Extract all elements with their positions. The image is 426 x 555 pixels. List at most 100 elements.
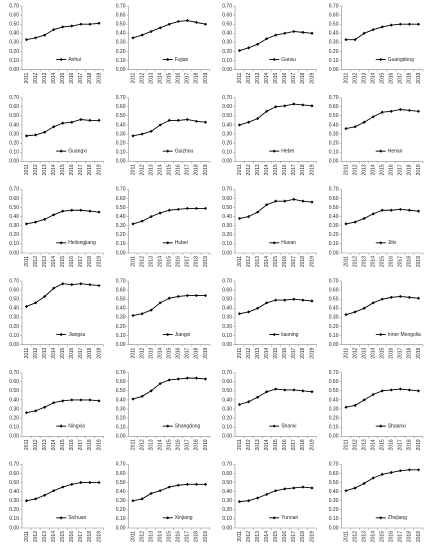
data-point xyxy=(416,468,421,472)
y-tick-label: 0.50 xyxy=(116,388,126,394)
x-tick-label: 2015 xyxy=(60,347,66,358)
y-tick-label: 0.60 xyxy=(116,471,126,477)
y-tick-label: 0.50 xyxy=(9,113,19,119)
data-point xyxy=(237,123,242,127)
y-tick-label: 0.70 xyxy=(329,278,339,284)
x-tick-label: 2013 xyxy=(42,347,48,358)
x-tick-label: 2012 xyxy=(246,164,252,175)
legend-marker xyxy=(166,332,170,337)
y-tick-label: 0.10 xyxy=(9,516,19,522)
legend-marker xyxy=(166,241,170,245)
data-point xyxy=(362,31,366,35)
chart-panel: 0.00 0.10 0.20 0.30 0.40 0.50 0.60 0.70 2011 2012… xyxy=(116,187,211,267)
data-point xyxy=(265,203,269,207)
y-tick-label: 0.30 xyxy=(329,498,339,504)
legend-marker xyxy=(59,57,63,62)
data-point xyxy=(265,492,269,496)
data-point xyxy=(176,377,180,381)
data-point xyxy=(79,208,83,212)
data-point xyxy=(185,293,189,298)
y-tick-label: 0.50 xyxy=(116,205,126,211)
x-tick-label: 2015 xyxy=(380,347,386,358)
y-tick-label: 0.70 xyxy=(222,3,232,9)
y-tick-label: 0.30 xyxy=(222,498,232,504)
data-point xyxy=(43,405,47,409)
y-tick-label: 0.10 xyxy=(9,150,19,156)
y-tick-label: 0.10 xyxy=(9,425,19,431)
data-point xyxy=(380,389,384,393)
x-tick-label: 2018 xyxy=(300,164,306,175)
data-point xyxy=(194,206,199,211)
y-tick-label: 0.30 xyxy=(222,131,232,137)
data-point xyxy=(194,482,199,486)
y-tick-label: 0.50 xyxy=(9,297,19,303)
data-point xyxy=(246,400,251,404)
y-tick-label: 0.70 xyxy=(116,187,126,193)
y-tick-label: 0.50 xyxy=(329,297,339,303)
data-point xyxy=(353,310,357,314)
y-tick-label: 0.20 xyxy=(329,49,339,55)
y-tick-label: 0.00 xyxy=(116,67,126,73)
x-tick-label: 2017 xyxy=(185,72,191,83)
data-point xyxy=(310,390,314,394)
data-point xyxy=(52,401,56,405)
x-tick-label: 2017 xyxy=(398,72,404,83)
x-tick-label: 2013 xyxy=(361,164,367,175)
x-tick-label: 2017 xyxy=(398,531,404,542)
data-point xyxy=(70,120,74,124)
x-tick-label: 2017 xyxy=(398,164,404,175)
x-tick-label: 2018 xyxy=(87,256,93,267)
data-point xyxy=(371,115,375,119)
y-tick-label: 0.60 xyxy=(222,196,232,202)
data-point xyxy=(167,22,171,26)
data-point xyxy=(149,29,153,34)
x-tick-label: 2016 xyxy=(69,164,75,175)
x-tick-label: 2017 xyxy=(78,164,84,175)
x-tick-label: 2011 xyxy=(130,531,136,542)
legend-marker xyxy=(59,516,63,520)
y-tick-label: 0.20 xyxy=(116,140,126,146)
data-point xyxy=(149,215,153,219)
y-tick-label: 0.10 xyxy=(116,241,126,247)
y-tick-label: 0.60 xyxy=(116,287,126,293)
x-tick-label: 2016 xyxy=(282,164,288,175)
data-point xyxy=(43,217,47,221)
x-tick-label: 2014 xyxy=(371,256,377,267)
x-tick-label: 2017 xyxy=(291,347,297,358)
y-tick-label: 0.00 xyxy=(222,525,232,531)
data-point xyxy=(167,208,171,212)
data-point xyxy=(371,476,375,480)
y-tick-label: 0.00 xyxy=(116,525,126,531)
x-tick-label: 2018 xyxy=(87,72,93,83)
data-point xyxy=(274,33,278,37)
data-point xyxy=(407,22,412,26)
y-tick-label: 0.60 xyxy=(329,379,339,385)
y-tick-label: 0.10 xyxy=(9,333,19,339)
y-tick-label: 0.40 xyxy=(9,31,19,37)
y-tick-label: 0.20 xyxy=(116,415,126,421)
x-tick-label: 2019 xyxy=(416,347,422,358)
data-point xyxy=(203,293,208,298)
data-point xyxy=(389,23,393,27)
data-point xyxy=(88,209,92,213)
x-tick-label: 2016 xyxy=(389,439,395,450)
y-tick-label: 0.40 xyxy=(222,489,232,495)
x-tick-label: 2019 xyxy=(96,347,102,358)
data-point xyxy=(344,38,348,42)
data-point xyxy=(203,120,208,124)
x-tick-label: 2015 xyxy=(273,347,279,358)
y-tick-label: 0.50 xyxy=(116,297,126,303)
y-tick-label: 0.40 xyxy=(329,489,339,495)
x-tick-label: 2011 xyxy=(24,439,30,450)
x-tick-label: 2018 xyxy=(194,256,200,267)
legend-label: Anhui xyxy=(68,57,81,63)
data-point xyxy=(292,486,296,490)
chart-panel: 0.00 0.10 0.20 0.30 0.40 0.50 0.60 0.70 2011 2012… xyxy=(222,278,317,359)
data-point xyxy=(97,210,101,214)
data-point xyxy=(353,38,357,42)
x-tick-label: 2011 xyxy=(130,256,136,267)
data-point xyxy=(149,308,153,312)
y-tick-label: 0.20 xyxy=(222,140,232,146)
data-point xyxy=(70,283,74,287)
x-tick-label: 2013 xyxy=(361,72,367,83)
